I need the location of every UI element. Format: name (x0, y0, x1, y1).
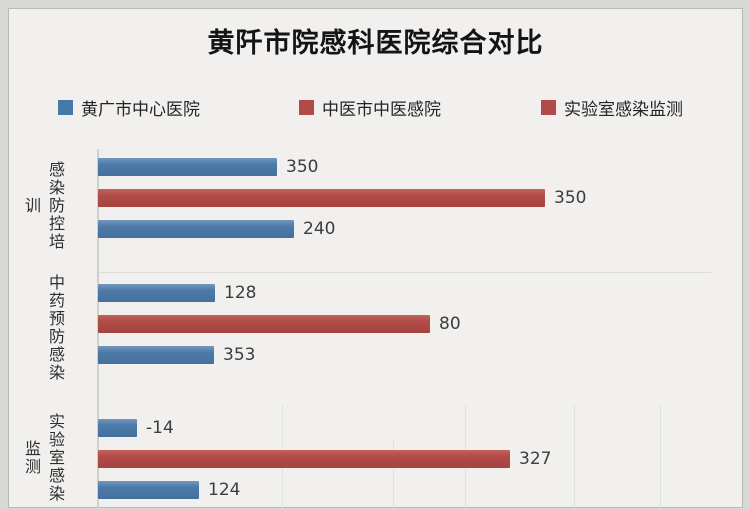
legend-item-hospital-2: 中医市中医感院 (299, 95, 441, 120)
category-label-tcm-prevention: 中药预防感染 (46, 274, 65, 382)
bar-row: 350 (98, 157, 319, 177)
bar-row: 350 (98, 188, 587, 208)
bar-value-label: 327 (519, 449, 552, 469)
category-label-infection-control-training: 感染防控培训 (22, 161, 65, 251)
bar-row: 240 (98, 219, 336, 239)
legend-label: 黄广市中心医院 (81, 100, 200, 120)
bar-row: 124 (98, 480, 241, 500)
bar-row: 353 (98, 345, 256, 365)
bar-value-label: 353 (223, 345, 256, 365)
bar-row: 128 (98, 283, 257, 303)
bar-row: 80 (98, 314, 461, 334)
group-separator-line (97, 272, 711, 273)
gridline (660, 405, 661, 509)
gridline (574, 405, 575, 509)
bar-red (98, 315, 430, 333)
legend-label: 中医市中医感院 (322, 100, 441, 120)
bar-value-label: 350 (554, 188, 587, 208)
bar-value-label: 128 (224, 283, 257, 303)
bar-blue (98, 346, 214, 364)
bar-value-label: 350 (286, 157, 319, 177)
legend-item-hospital-1: 黄广市中心医院 (58, 95, 200, 120)
bar-row: -14 (98, 418, 174, 438)
bar-row: 327 (98, 449, 552, 469)
legend-item-lab-monitoring: 实验室感染监测 (541, 95, 683, 120)
plot-area: 感染防控培训 中药预防感染 实验室感染监测 350 350 240 128 80… (9, 139, 744, 509)
legend-label: 实验室感染监测 (564, 100, 683, 120)
bar-blue (98, 284, 215, 302)
bar-value-label: 80 (439, 314, 461, 334)
bar-value-label: 240 (303, 219, 336, 239)
bar-blue (98, 481, 199, 499)
bar-value-label: -14 (146, 418, 174, 438)
chart-title: 黄阡市院感科医院综合对比 (207, 28, 544, 59)
legend-swatch-blue-icon (58, 100, 73, 115)
bar-red (98, 450, 510, 468)
bar-blue (98, 419, 137, 437)
legend-swatch-red-icon (541, 100, 556, 115)
gridline (393, 439, 394, 509)
category-label-lab-infection-monitoring: 实验室感染监测 (22, 413, 65, 503)
chart-card: 黄阡市院感科医院综合对比 黄广市中心医院 中医市中医感院 实验室感染监测 感染防… (8, 8, 744, 509)
bar-value-label: 124 (208, 480, 241, 500)
bar-red (98, 189, 545, 207)
legend-swatch-red-icon (299, 100, 314, 115)
bar-blue (98, 158, 277, 176)
bar-blue (98, 220, 294, 238)
